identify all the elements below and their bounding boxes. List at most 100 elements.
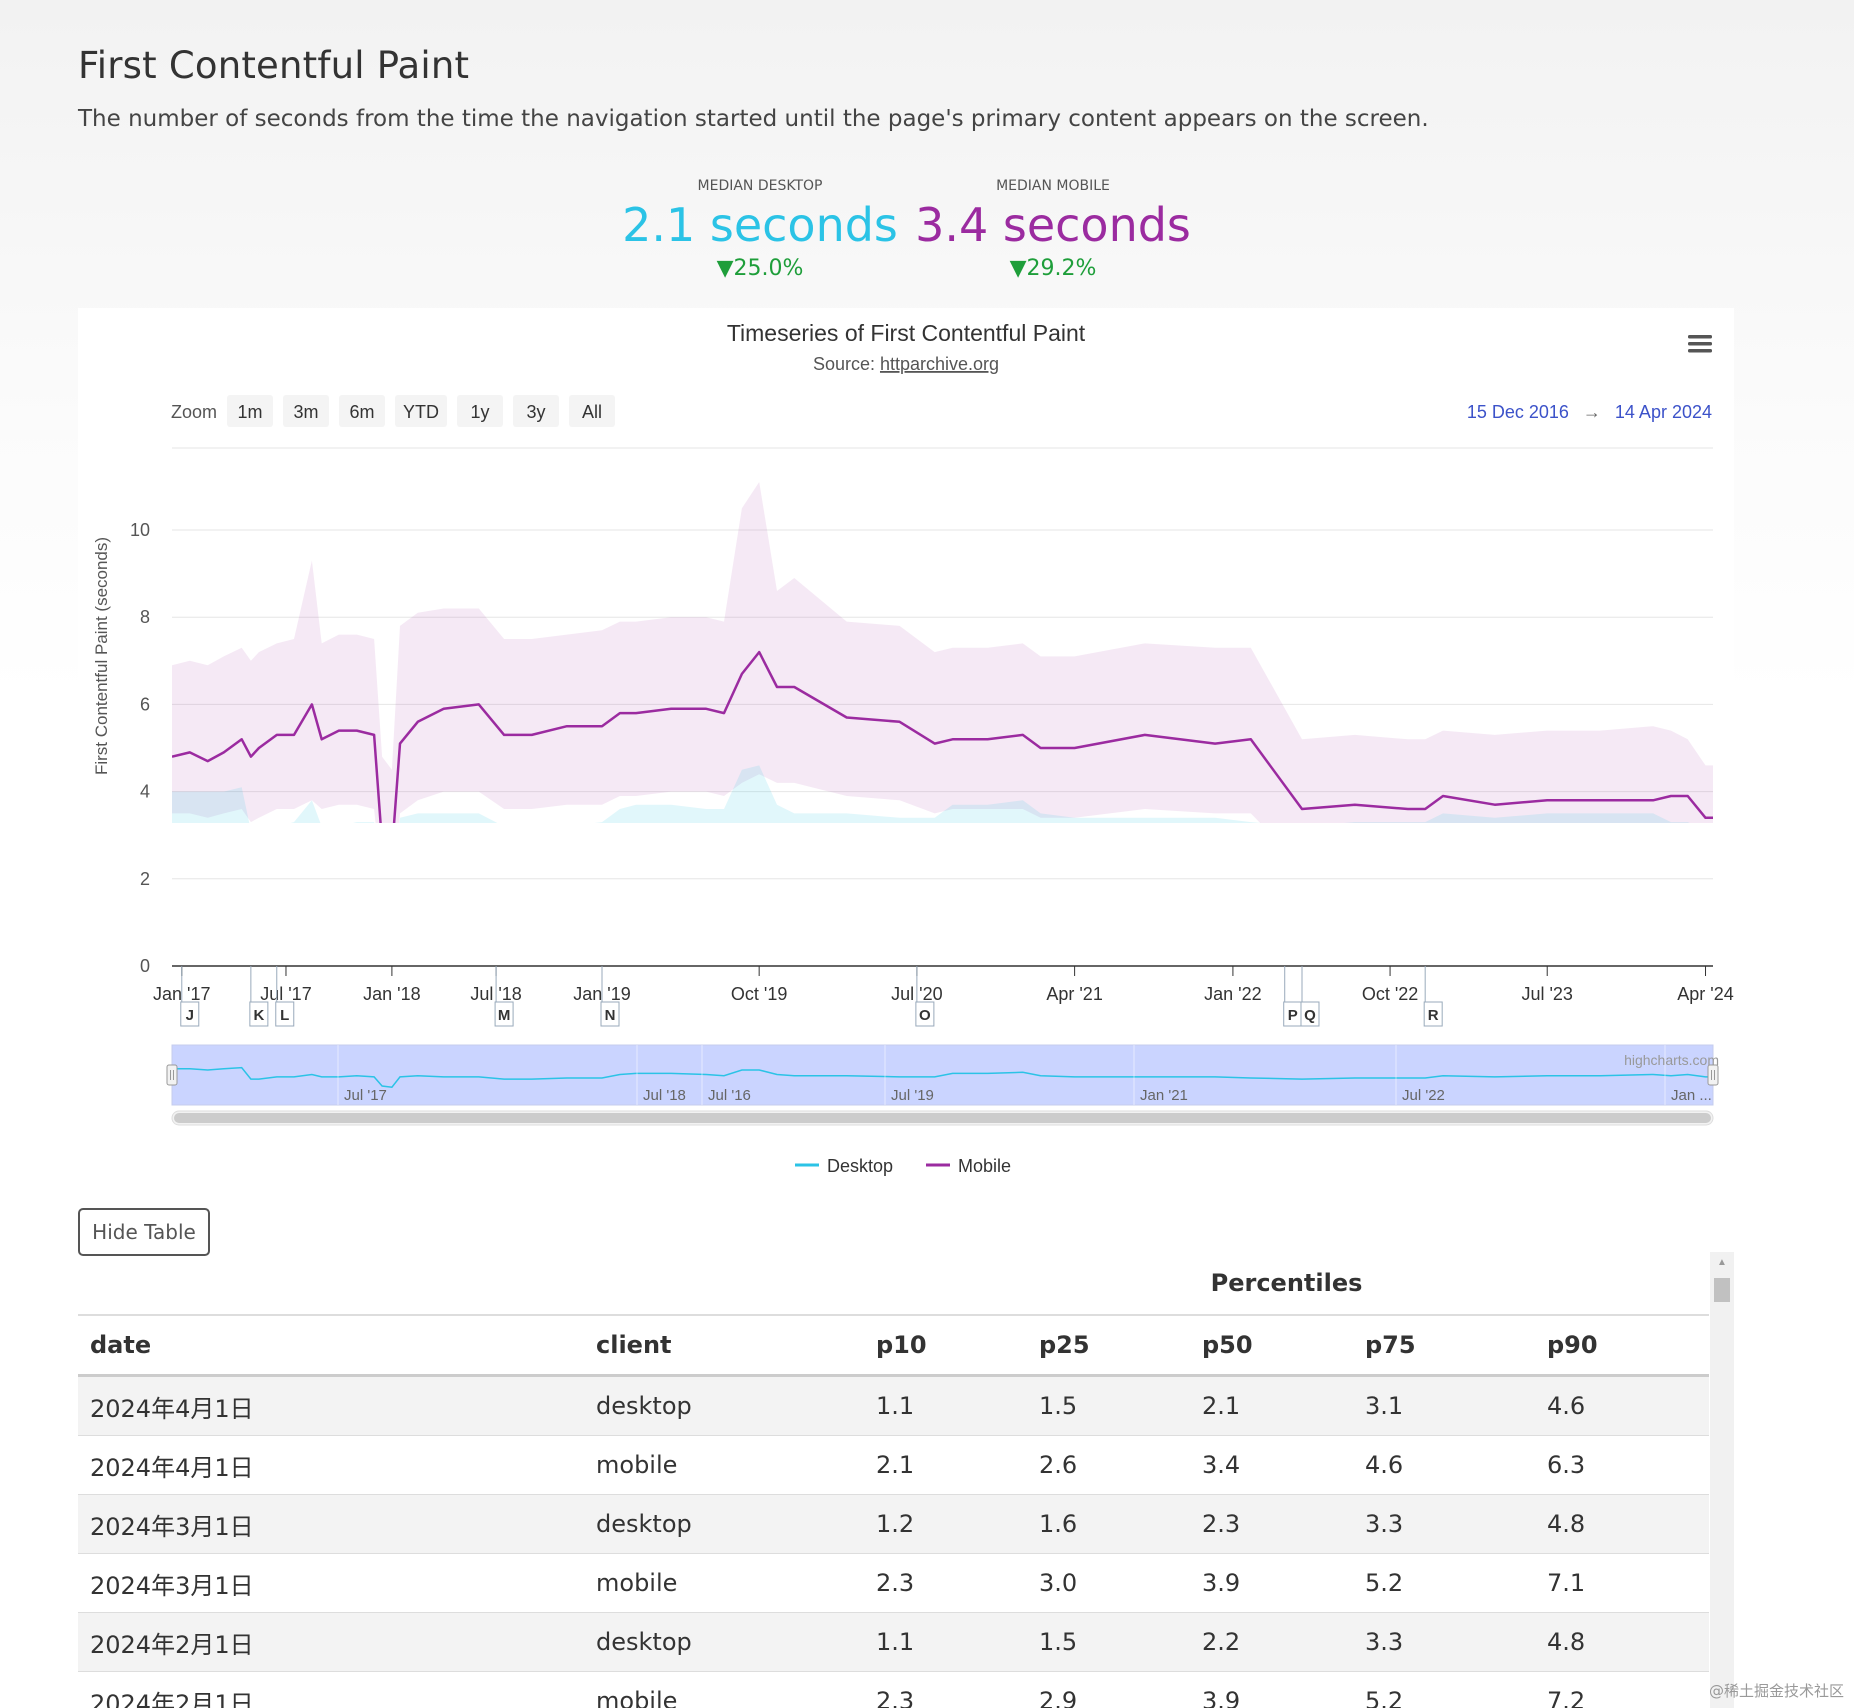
navigator-label: Jul '22	[1402, 1087, 1445, 1104]
range-arrow-icon: →	[1583, 402, 1601, 422]
legend-item-mobile[interactable]: Mobile	[926, 1156, 1011, 1176]
event-flag-m[interactable]: M	[494, 966, 514, 1027]
cell-p50: 3.4	[1190, 1435, 1353, 1495]
flag-box	[494, 1001, 514, 1027]
table-row: 2024年3月1日 mobile 2.3 3.0 3.9 5.2 7.1	[78, 1553, 1709, 1613]
chart-title: Timeseries of First Contentful Paint	[727, 320, 1086, 346]
event-flag-j[interactable]: J	[180, 966, 200, 1027]
navigator-label: Jul '18	[643, 1087, 686, 1104]
cell-date: 2024年4月1日	[78, 1375, 584, 1436]
column-header-p50[interactable]: p50	[1190, 1314, 1353, 1377]
column-header-p25[interactable]: p25	[1027, 1314, 1190, 1377]
event-flag-q[interactable]: Q	[1300, 966, 1320, 1027]
zoom-button-bg	[513, 395, 559, 427]
cell-p25: 1.5	[1027, 1612, 1190, 1672]
navigator-series-line	[172, 1066, 1713, 1088]
legend-label: Desktop	[827, 1156, 893, 1176]
flag-letter: P	[1288, 1007, 1298, 1024]
chart-card: Timeseries of First Contentful Paint Sou…	[78, 308, 1734, 1208]
x-tick-label: Jul '17	[260, 984, 311, 1004]
desktop-median-line	[172, 840, 1713, 914]
flag-letter: L	[280, 1007, 289, 1024]
navigator-left-handle[interactable]	[166, 1064, 178, 1086]
highcharts-credits[interactable]: highcharts.com	[1624, 1052, 1719, 1068]
cell-p90: 4.8	[1535, 1494, 1709, 1554]
navigator-scrollbar-thumb[interactable]	[174, 1113, 1711, 1123]
zoom-button-3y[interactable]: 3y	[513, 395, 559, 427]
column-header-p10[interactable]: p10	[864, 1314, 1027, 1377]
cell-p50: 2.2	[1190, 1612, 1353, 1672]
column-header-p75[interactable]: p75	[1353, 1314, 1535, 1377]
zoom-button-group: 1m 3m 6m YTD 1y 3y All	[227, 395, 615, 427]
cell-client: desktop	[584, 1612, 864, 1672]
chart-legend: Desktop Mobile	[795, 1156, 1011, 1176]
hamburger-menu-icon[interactable]	[1686, 334, 1714, 362]
cell-date: 2024年4月1日	[78, 1435, 584, 1495]
table-row: 2024年4月1日 desktop 1.1 1.5 2.1 3.1 4.6	[78, 1375, 1709, 1436]
median-mobile-stat: MEDIAN MOBILE 3.4 seconds ▼29.2%	[903, 178, 1203, 281]
cell-p90: 6.3	[1535, 1435, 1709, 1495]
column-header-date[interactable]: date	[78, 1314, 584, 1377]
column-header-p90[interactable]: p90	[1535, 1314, 1709, 1377]
cell-p10: 1.2	[864, 1494, 1027, 1554]
flag-letter: Q	[1304, 1007, 1316, 1024]
data-table-container[interactable]: Percentiles date client p10 p25 p50 p75 …	[78, 1252, 1734, 1708]
legend-item-desktop[interactable]: Desktop	[795, 1156, 893, 1176]
subtitle-prefix: Source:	[813, 354, 880, 374]
flag-box	[275, 1001, 295, 1027]
table-scrollbar[interactable]: ▲	[1710, 1252, 1734, 1708]
cell-p75: 5.2	[1353, 1553, 1535, 1613]
column-header-client[interactable]: client	[584, 1314, 864, 1377]
zoom-button-3m[interactable]: 3m	[283, 395, 329, 427]
date-range: 15 Dec 2016 → 14 Apr 2024	[1467, 402, 1712, 422]
hide-table-button[interactable]: Hide Table	[78, 1208, 210, 1256]
range-to-input[interactable]: 14 Apr 2024	[1615, 402, 1712, 422]
y-tick-label: 4	[140, 782, 150, 802]
table-group-spacer	[78, 1252, 864, 1315]
event-flag-r[interactable]: R	[1423, 966, 1443, 1027]
navigator-label: Jul '19	[891, 1087, 934, 1104]
median-desktop-value: 2.1 seconds	[622, 198, 898, 252]
scroll-up-arrow-icon[interactable]: ▲	[1717, 1257, 1727, 1268]
x-axis-ticks: Jan '17 Jul '17 Jan '18 Jul '18 Jan '19 Oct '…	[153, 966, 1734, 1004]
cell-p75: 3.1	[1353, 1375, 1535, 1436]
event-flag-o[interactable]: O	[915, 966, 935, 1027]
flag-box	[600, 1001, 620, 1027]
y-tick-label: 6	[140, 694, 150, 714]
zoom-button-bg	[569, 395, 615, 427]
flag-letter: K	[253, 1007, 264, 1024]
cell-p10: 2.1	[864, 1435, 1027, 1495]
zoom-button-bg	[339, 395, 385, 427]
scrollbar-thumb[interactable]	[1714, 1278, 1730, 1302]
cell-p25: 1.6	[1027, 1494, 1190, 1554]
event-flag-k[interactable]: K	[249, 966, 269, 1027]
event-flag-p[interactable]: P	[1283, 966, 1303, 1027]
table-group-header-row: Percentiles	[78, 1252, 1709, 1316]
subtitle-source-link[interactable]: httparchive.org	[880, 354, 999, 374]
range-from-input[interactable]: 15 Dec 2016	[1467, 402, 1569, 422]
x-tick-label: Jul '23	[1521, 984, 1572, 1004]
zoom-button-1y[interactable]: 1y	[457, 395, 503, 427]
zoom-button-1m[interactable]: 1m	[227, 395, 273, 427]
navigator[interactable]: Jul '17 Jul '18 Jul '16 Jul '19 Jan '21 Jul '…	[166, 1044, 1719, 1126]
page-title: First Contentful Paint	[78, 44, 470, 87]
cell-p50: 3.9	[1190, 1553, 1353, 1613]
flag-letter: R	[1428, 1007, 1439, 1024]
y-axis-title: First Contentful Paint (seconds)	[92, 537, 111, 775]
cell-client: mobile	[584, 1435, 864, 1495]
navigator-right-handle[interactable]	[1707, 1064, 1719, 1086]
navigator-label: Jan '21	[1140, 1087, 1188, 1104]
navigator-label: Jul '16	[708, 1087, 751, 1104]
zoom-button-bg	[395, 395, 447, 427]
cell-p75: 4.6	[1353, 1435, 1535, 1495]
zoom-button-all[interactable]: All	[569, 395, 615, 427]
cell-date: 2024年3月1日	[78, 1553, 584, 1613]
zoom-button-6m[interactable]: 6m	[339, 395, 385, 427]
cell-p10: 1.1	[864, 1375, 1027, 1436]
zoom-button-ytd[interactable]: YTD	[395, 395, 447, 427]
event-flag-n[interactable]: N	[600, 966, 620, 1027]
x-tick-label: Apr '21	[1046, 984, 1102, 1004]
flag-letter: N	[605, 1007, 616, 1024]
event-flag-l[interactable]: L	[275, 966, 295, 1027]
